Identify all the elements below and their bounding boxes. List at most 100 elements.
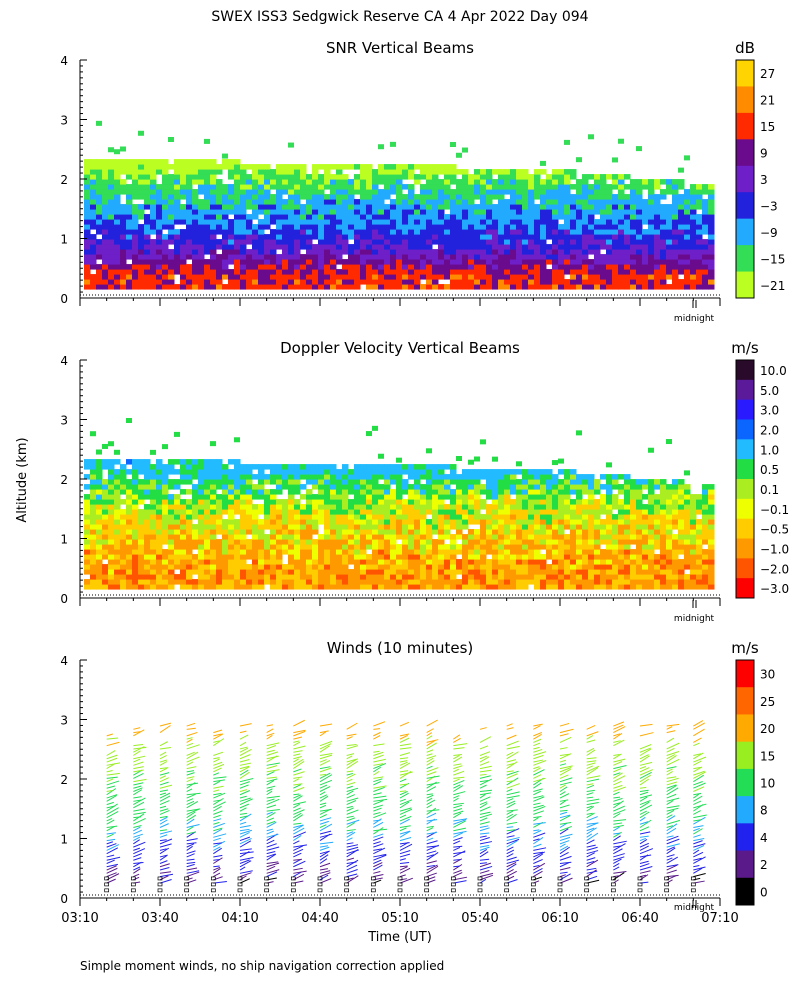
heatmap-cell (510, 234, 517, 240)
heatmap-cell (510, 194, 517, 200)
heatmap-cell (582, 489, 589, 495)
heatmap-cell (366, 489, 373, 495)
heatmap-cell (138, 159, 145, 165)
heatmap-cell (540, 539, 547, 545)
heatmap-cell (228, 164, 235, 170)
heatmap-cell (222, 159, 229, 165)
heatmap-cell (252, 584, 259, 590)
heatmap-cell (354, 569, 361, 575)
heatmap-cell (438, 524, 445, 530)
heatmap-cell (486, 484, 493, 490)
heatmap-cell (624, 234, 631, 240)
heatmap-cell (426, 519, 433, 525)
heatmap-cell (216, 509, 223, 515)
heatmap-cell (684, 554, 691, 560)
heatmap-cell (222, 224, 229, 230)
heatmap-cell (492, 224, 499, 230)
heatmap-cell (402, 519, 409, 525)
heatmap-cell (480, 194, 487, 200)
heatmap-cell (678, 494, 685, 500)
heatmap-cell (384, 254, 391, 260)
heatmap-cell (192, 564, 199, 570)
heatmap-cell (150, 499, 157, 505)
heatmap-cell (144, 509, 151, 515)
heatmap-cell (396, 514, 403, 520)
heatmap-cell (168, 189, 175, 195)
heatmap-cell (654, 229, 661, 235)
heatmap-cell (414, 504, 421, 510)
heatmap-cell (378, 524, 385, 530)
heatmap-cell (432, 204, 439, 210)
heatmap-cell (234, 569, 241, 575)
heatmap-cell (174, 529, 181, 535)
heatmap-cell (456, 499, 463, 505)
heatmap-cell (636, 524, 643, 530)
heatmap-cell (162, 489, 169, 495)
heatmap-cell (624, 264, 631, 270)
heatmap-cell (144, 254, 151, 260)
heatmap-cell (108, 174, 115, 180)
heatmap-cell (378, 489, 385, 495)
heatmap-cell (102, 249, 109, 255)
heatmap-cell (702, 219, 709, 225)
heatmap-cell (192, 469, 199, 475)
heatmap-cell (420, 484, 427, 490)
heatmap-cell (348, 179, 355, 185)
heatmap-cell (108, 249, 115, 255)
heatmap-cell (444, 479, 451, 485)
heatmap-cell (528, 239, 535, 245)
heatmap-cell (306, 564, 313, 570)
heatmap-cell (522, 189, 529, 195)
heatmap-cell (540, 209, 547, 215)
heatmap-cell (588, 189, 595, 195)
heatmap-cell (312, 194, 319, 200)
heatmap-cell (204, 554, 211, 560)
heatmap-cell (342, 189, 349, 195)
heatmap-cell (468, 544, 475, 550)
heatmap-cell (528, 574, 535, 580)
heatmap-cell (342, 269, 349, 275)
heatmap-cell (282, 574, 289, 580)
heatmap-cell (222, 519, 229, 525)
heatmap-cell (540, 244, 547, 250)
heatmap-cell (684, 219, 691, 225)
heatmap-cell (432, 524, 439, 530)
heatmap-cell (318, 234, 325, 240)
heatmap-cell (150, 229, 157, 235)
heatmap-cell (588, 479, 595, 485)
heatmap-cell (696, 284, 703, 290)
heatmap-cell (222, 579, 229, 585)
heatmap-cell (288, 199, 295, 205)
heatmap-cell (240, 504, 247, 510)
heatmap-cell (564, 234, 571, 240)
heatmap-cell (462, 504, 469, 510)
heatmap-cell (486, 469, 493, 475)
heatmap-cell (258, 229, 265, 235)
heatmap-cell (468, 549, 475, 555)
heatmap-cell (648, 514, 655, 520)
heatmap-cell (318, 569, 325, 575)
heatmap-cell (474, 224, 481, 230)
heatmap-cell (252, 244, 259, 250)
heatmap-cell (174, 559, 181, 565)
heatmap-cell (678, 504, 685, 510)
heatmap-cell (612, 174, 619, 180)
heatmap-cell (216, 514, 223, 520)
heatmap-cell (330, 484, 337, 490)
heatmap-cell (522, 274, 529, 280)
heatmap-cell (210, 174, 217, 180)
heatmap-cell (450, 574, 457, 580)
heatmap-cell (600, 179, 607, 185)
heatmap-cell (204, 514, 211, 520)
heatmap-cell (690, 274, 697, 280)
heatmap-cell (564, 209, 571, 215)
heatmap-cell (498, 509, 505, 515)
heatmap-cell (294, 229, 301, 235)
heatmap-cell (84, 544, 91, 550)
heatmap-cell (384, 184, 391, 190)
heatmap-cell (228, 469, 235, 475)
heatmap-cell (300, 209, 307, 215)
heatmap-cell (384, 189, 391, 195)
heatmap-cell (408, 554, 415, 560)
heatmap-cell (342, 524, 349, 530)
